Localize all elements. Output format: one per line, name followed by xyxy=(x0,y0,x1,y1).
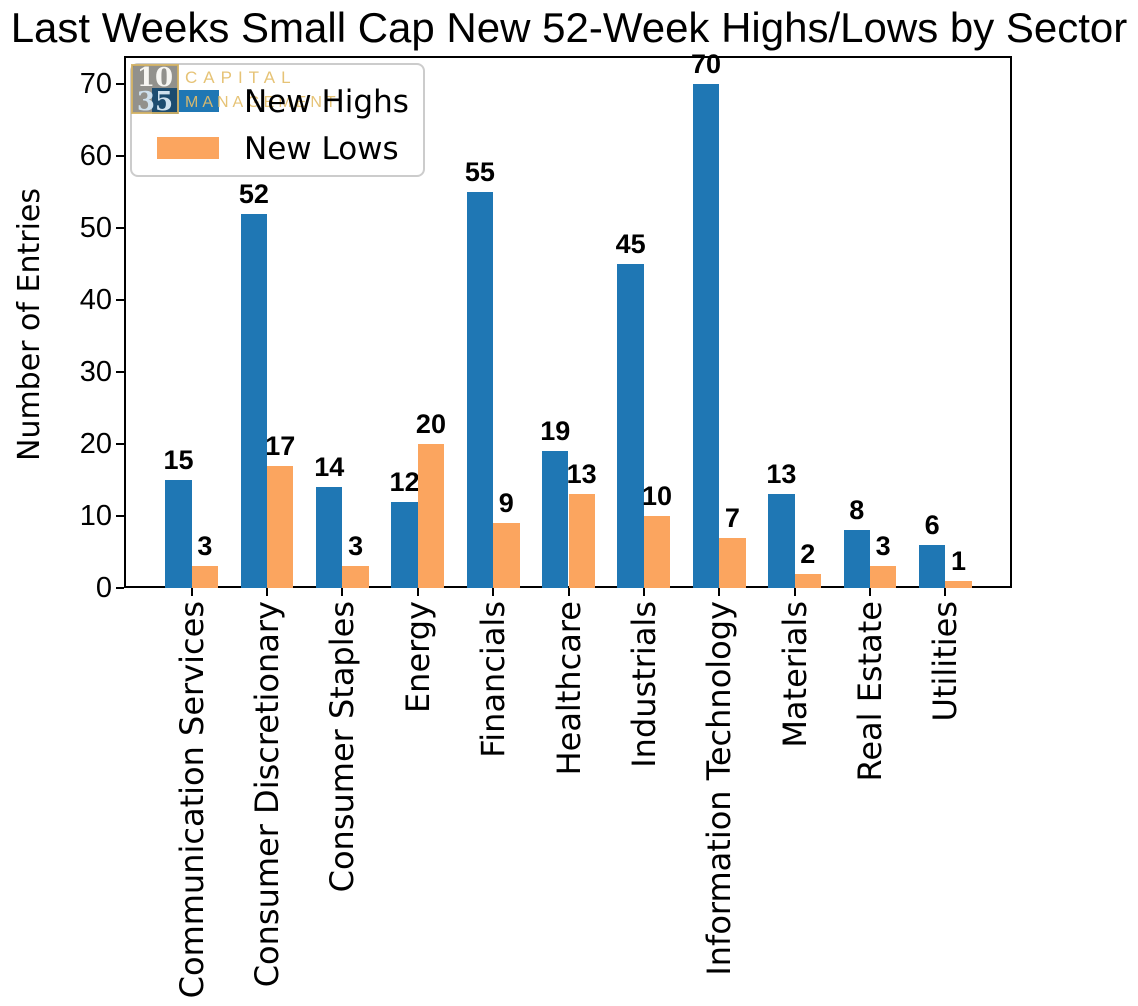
x-tick-mark xyxy=(341,588,344,596)
legend-label-new-lows: New Lows xyxy=(244,131,399,167)
x-tick-mark xyxy=(944,588,947,596)
bar-value-new-highs-industrials: 45 xyxy=(615,229,646,259)
bar-new-lows-utilities xyxy=(945,580,972,588)
x-tick-mark xyxy=(793,588,796,596)
x-tick-label-information-technology: Information Technology xyxy=(700,601,739,976)
y-tick-mark xyxy=(116,587,124,589)
bar-value-new-highs-consumer-discretionary: 52 xyxy=(238,178,269,209)
bar-value-new-highs-healthcare: 19 xyxy=(540,416,571,447)
bar-value-new-lows-consumer-staples: 3 xyxy=(348,531,364,562)
bar-new-lows-industrials xyxy=(643,516,671,588)
bar-value-new-lows-real-estate: 3 xyxy=(875,531,891,562)
bar-value-new-lows-utilities: 1 xyxy=(950,545,966,576)
bar-value-new-lows-materials: 2 xyxy=(800,538,816,569)
bar-new-highs-healthcare xyxy=(542,451,569,588)
bar-new-highs-industrials xyxy=(617,264,644,588)
x-tick-mark xyxy=(266,588,269,596)
x-tick-label-real-estate: Real Estate xyxy=(850,601,889,782)
bar-new-lows-healthcare xyxy=(568,494,595,588)
y-tick-label: 30 xyxy=(79,356,112,388)
bar-value-new-highs-materials: 13 xyxy=(766,459,797,490)
y-tick-mark xyxy=(116,83,124,85)
bar-value-new-lows-industrials: 10 xyxy=(642,481,673,511)
y-tick-mark xyxy=(116,155,124,157)
watermark-number-top: 10 xyxy=(136,63,174,93)
bar-new-lows-communication-services xyxy=(191,566,219,588)
bar-new-lows-consumer-discretionary xyxy=(267,465,294,588)
y-tick-label: 60 xyxy=(79,140,112,172)
bar-value-new-highs-consumer-staples: 14 xyxy=(314,452,345,483)
bar-value-new-lows-consumer-discretionary: 17 xyxy=(265,430,296,461)
watermark-logo: 10 35 CAPITAL MANAGEMENT xyxy=(131,60,336,120)
bar-new-lows-financials xyxy=(493,523,520,588)
x-tick-mark xyxy=(718,588,721,596)
bar-new-highs-utilities xyxy=(918,544,946,588)
y-tick-label: 40 xyxy=(79,284,112,316)
bar-value-new-highs-utilities: 6 xyxy=(924,509,940,540)
y-tick-label: 0 xyxy=(95,572,112,604)
bar-new-highs-energy xyxy=(391,501,418,588)
bar-value-new-highs-energy: 12 xyxy=(389,466,420,497)
x-tick-label-consumer-discretionary: Consumer Discretionary xyxy=(248,601,287,988)
bar-value-new-highs-financials: 55 xyxy=(464,157,495,187)
bar-new-lows-energy xyxy=(417,444,445,588)
x-tick-mark xyxy=(492,588,495,596)
watermark-word-capital: CAPITAL xyxy=(185,68,297,87)
bar-new-lows-real-estate xyxy=(869,566,897,588)
bar-value-new-highs-communication-services: 15 xyxy=(163,445,194,475)
chart-title: Last Weeks Small Cap New 52-Week Highs/L… xyxy=(10,4,1128,51)
bar-value-new-lows-financials: 9 xyxy=(498,488,514,519)
bar-new-highs-information-technology xyxy=(692,84,720,588)
x-tick-mark xyxy=(868,588,871,596)
y-tick-mark xyxy=(116,515,124,517)
y-tick-mark xyxy=(116,299,124,301)
legend-label-new-highs: New Highs xyxy=(244,84,409,120)
bar-value-new-lows-communication-services: 3 xyxy=(197,531,213,562)
x-tick-label-financials: Financials xyxy=(474,601,513,758)
bar-new-highs-communication-services xyxy=(165,480,192,588)
x-tick-label-energy: Energy xyxy=(398,601,437,714)
x-tick-mark xyxy=(416,588,419,596)
bar-new-highs-consumer-staples xyxy=(316,487,343,588)
x-tick-label-healthcare: Healthcare xyxy=(549,601,588,776)
x-tick-mark xyxy=(190,588,193,596)
x-tick-mark xyxy=(567,588,570,596)
x-tick-label-communication-services: Communication Services xyxy=(172,601,211,999)
y-tick-mark xyxy=(116,443,124,445)
bar-value-new-highs-real-estate: 8 xyxy=(849,495,865,526)
legend-swatch-new-lows xyxy=(157,137,219,159)
x-tick-label-industrials: Industrials xyxy=(624,601,663,768)
watermark-navy-box xyxy=(152,88,178,114)
bar-new-lows-consumer-staples xyxy=(342,566,369,588)
x-tick-label-consumer-staples: Consumer Staples xyxy=(323,601,362,893)
x-tick-label-materials: Materials xyxy=(775,601,814,748)
bar-new-highs-materials xyxy=(768,494,795,588)
bar-value-new-lows-information-technology: 7 xyxy=(724,502,740,533)
bar-value-new-lows-healthcare: 13 xyxy=(566,459,597,490)
watermark-gold-frame xyxy=(131,64,179,114)
bar-value-new-highs-information-technology: 70 xyxy=(691,49,722,79)
y-tick-label: 70 xyxy=(79,68,112,100)
bar-new-highs-consumer-discretionary xyxy=(240,213,268,588)
y-tick-label: 50 xyxy=(79,212,112,244)
x-tick-mark xyxy=(642,588,645,596)
watermark-number-bottom: 35 xyxy=(136,87,174,117)
bar-new-lows-information-technology xyxy=(719,537,746,588)
y-tick-mark xyxy=(116,227,124,229)
y-tick-label: 10 xyxy=(79,500,112,532)
bar-new-highs-real-estate xyxy=(843,530,870,588)
bar-new-highs-financials xyxy=(466,192,494,588)
x-tick-label-utilities: Utilities xyxy=(926,601,965,722)
bar-new-lows-materials xyxy=(794,573,821,588)
watermark-word-management: MANAGEMENT xyxy=(185,94,340,111)
bar-value-new-lows-energy: 20 xyxy=(415,409,446,439)
y-tick-mark xyxy=(116,371,124,373)
y-tick-label: 20 xyxy=(79,428,112,460)
